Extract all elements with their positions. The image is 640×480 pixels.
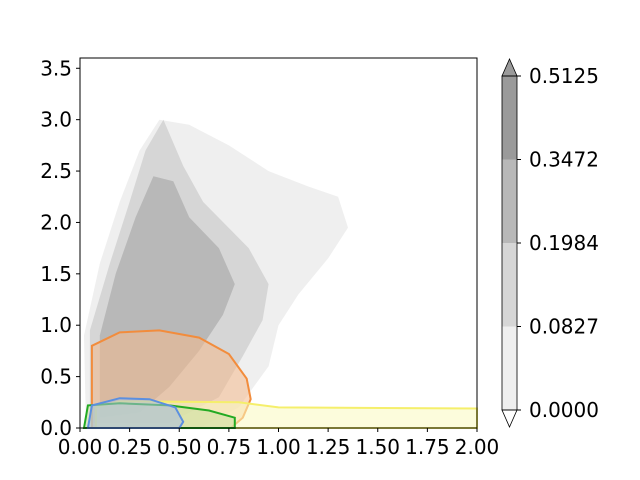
colorbar-tick-label: 0.0827 — [529, 315, 599, 339]
y-tick-label: 0.5 — [40, 365, 72, 389]
x-tick-label: 0.00 — [58, 435, 103, 459]
x-tick-label: 1.50 — [355, 435, 400, 459]
colorbar-segment — [502, 76, 517, 160]
x-tick-label: 1.75 — [405, 435, 450, 459]
colorbar-segment — [502, 243, 517, 327]
y-tick-label: 1.0 — [40, 313, 72, 337]
y-tick-label: 1.5 — [40, 262, 72, 286]
contour-4 — [86, 397, 185, 429]
y-tick-label: 3.5 — [40, 56, 72, 80]
plot-area — [82, 119, 478, 429]
colorbar: 0.0000 0.0827 0.1984 0.3472 0.5125 — [501, 58, 599, 428]
colorbar-segment — [502, 326, 517, 410]
x-tick-label: 1.25 — [306, 435, 351, 459]
y-tick-label: 3.0 — [40, 108, 72, 132]
x-tick-label: 0.50 — [157, 435, 202, 459]
y-tick-label: 2.5 — [40, 159, 72, 183]
colorbar-segment — [502, 159, 517, 243]
colorbar-tick-label: 0.1984 — [529, 231, 599, 255]
y-axis: 0.0 0.5 1.0 1.5 2.0 2.5 3.0 3.5 — [40, 56, 80, 440]
x-tick-label: 2.00 — [455, 435, 500, 459]
y-tick-label: 2.0 — [40, 210, 72, 234]
x-tick-label: 1.00 — [256, 435, 301, 459]
colorbar-tick-label: 0.5125 — [529, 64, 599, 88]
colorbar-tick-label: 0.3472 — [529, 148, 599, 172]
y-tick-label: 0.0 — [40, 416, 72, 440]
x-tick-label: 0.75 — [207, 435, 252, 459]
colorbar-extend-max — [501, 58, 518, 77]
colorbar-extend-min — [501, 409, 518, 428]
x-axis: 0.00 0.25 0.50 0.75 1.00 1.25 1.50 1.75 2.00 — [58, 428, 500, 459]
x-tick-label: 0.25 — [107, 435, 152, 459]
colorbar-tick-label: 0.0000 — [529, 398, 599, 422]
